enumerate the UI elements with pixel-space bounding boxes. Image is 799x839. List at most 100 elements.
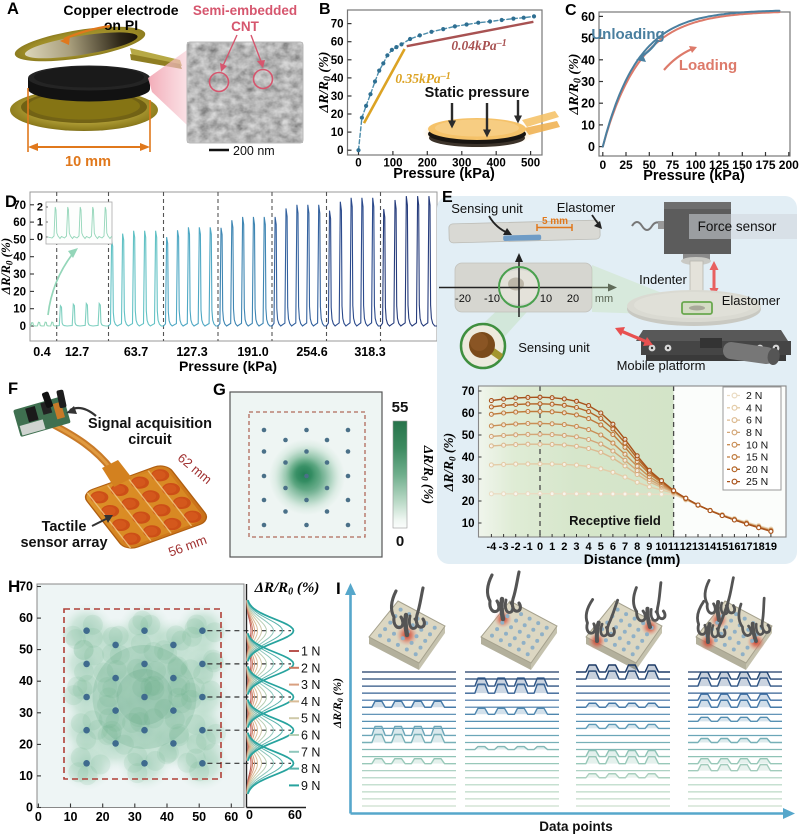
svg-text:-4: -4	[487, 541, 498, 553]
svg-text:16: 16	[728, 541, 740, 553]
svg-text:0: 0	[20, 321, 26, 333]
svg-text:8 N: 8 N	[301, 762, 320, 776]
svg-text:Loading: Loading	[679, 57, 737, 74]
svg-text:Elastomer: Elastomer	[557, 200, 616, 215]
svg-text:10 N: 10 N	[746, 439, 768, 451]
svg-text:ΔR/R0 (%): ΔR/R0 (%)	[420, 445, 436, 504]
svg-text:40: 40	[160, 810, 174, 824]
svg-text:10: 10	[13, 304, 26, 316]
svg-text:2 N: 2 N	[301, 661, 320, 675]
svg-text:50: 50	[19, 643, 33, 657]
svg-text:0: 0	[35, 810, 42, 824]
svg-text:Tactile: Tactile	[42, 519, 87, 535]
svg-text:0: 0	[37, 232, 43, 244]
svg-text:0: 0	[396, 533, 404, 550]
svg-text:Force sensor: Force sensor	[698, 219, 777, 234]
svg-text:0: 0	[246, 808, 253, 822]
svg-text:2 N: 2 N	[746, 390, 762, 402]
svg-text:on PI: on PI	[104, 17, 138, 33]
svg-text:sensor array: sensor array	[20, 535, 107, 551]
svg-text:40: 40	[13, 252, 26, 264]
svg-text:30: 30	[13, 269, 26, 281]
svg-text:A: A	[7, 0, 19, 18]
svg-text:70: 70	[13, 200, 26, 212]
svg-text:60: 60	[19, 611, 33, 625]
svg-text:Receptive field: Receptive field	[569, 513, 661, 528]
svg-text:20: 20	[19, 737, 33, 751]
svg-text:40: 40	[331, 73, 344, 85]
svg-text:Sensing unit: Sensing unit	[518, 340, 590, 355]
svg-text:10: 10	[64, 810, 78, 824]
svg-text:Static pressure: Static pressure	[425, 85, 530, 101]
svg-text:mm: mm	[595, 293, 613, 305]
svg-text:100: 100	[686, 158, 706, 172]
svg-text:3 N: 3 N	[301, 678, 320, 692]
svg-text:1 N: 1 N	[301, 645, 320, 659]
svg-text:30: 30	[19, 706, 33, 720]
svg-text:200 nm: 200 nm	[233, 144, 275, 158]
svg-text:30: 30	[581, 75, 595, 89]
svg-text:40: 40	[581, 53, 595, 67]
svg-text:15 N: 15 N	[746, 452, 768, 464]
svg-text:12.7: 12.7	[65, 345, 89, 359]
svg-text:2: 2	[37, 202, 43, 214]
svg-text:ΔR/R0 (%): ΔR/R0 (%)	[441, 433, 457, 492]
svg-text:-3: -3	[499, 541, 509, 553]
svg-text:0: 0	[588, 140, 595, 154]
svg-text:5: 5	[598, 541, 604, 553]
svg-text:10: 10	[581, 118, 595, 132]
svg-text:20: 20	[462, 496, 475, 508]
svg-text:2: 2	[561, 541, 567, 553]
svg-text:4 N: 4 N	[301, 695, 320, 709]
svg-text:75: 75	[666, 158, 680, 172]
svg-text:0.35kPa–1: 0.35kPa–1	[395, 71, 450, 86]
svg-text:Indenter: Indenter	[639, 272, 687, 287]
svg-text:60: 60	[331, 37, 344, 49]
svg-text:0: 0	[355, 158, 361, 170]
svg-text:ΔR/R0 (%): ΔR/R0 (%)	[332, 678, 345, 729]
svg-text:60: 60	[288, 808, 302, 822]
svg-text:25: 25	[619, 158, 633, 172]
svg-text:20: 20	[567, 293, 579, 305]
svg-text:6 N: 6 N	[746, 415, 762, 427]
svg-text:0.04kPa–1: 0.04kPa–1	[451, 38, 506, 53]
svg-text:60: 60	[462, 408, 475, 420]
svg-text:200: 200	[418, 158, 437, 170]
svg-text:1: 1	[37, 217, 43, 229]
svg-text:E: E	[442, 189, 453, 206]
svg-text:Pressure (kPa): Pressure (kPa)	[643, 168, 745, 184]
svg-text:100: 100	[383, 158, 402, 170]
svg-text:I: I	[336, 579, 341, 598]
svg-text:30: 30	[331, 91, 344, 103]
svg-text:ΔR/R0 (%): ΔR/R0 (%)	[254, 580, 320, 598]
svg-text:70: 70	[331, 19, 344, 31]
svg-text:Signal acquisition: Signal acquisition	[88, 416, 212, 432]
svg-text:300: 300	[452, 158, 471, 170]
svg-text:H: H	[8, 577, 20, 596]
svg-text:5 mm: 5 mm	[542, 216, 568, 227]
svg-text:125: 125	[709, 158, 729, 172]
svg-text:60: 60	[581, 10, 595, 24]
svg-text:-10: -10	[484, 293, 500, 305]
svg-text:9 N: 9 N	[301, 779, 320, 793]
svg-text:4: 4	[586, 541, 593, 553]
svg-text:30: 30	[128, 810, 142, 824]
svg-text:20: 20	[581, 97, 595, 111]
svg-text:19: 19	[765, 541, 777, 553]
svg-text:8 N: 8 N	[746, 427, 762, 439]
svg-text:14: 14	[704, 541, 717, 553]
svg-text:15: 15	[716, 541, 728, 553]
svg-text:50: 50	[462, 430, 475, 442]
svg-text:CNT: CNT	[231, 19, 259, 34]
svg-text:Data points: Data points	[539, 819, 613, 834]
svg-text:318.3: 318.3	[354, 345, 385, 359]
svg-text:8: 8	[634, 541, 640, 553]
svg-text:D: D	[5, 193, 17, 211]
svg-text:254.6: 254.6	[296, 345, 327, 359]
svg-text:500: 500	[521, 158, 540, 170]
svg-text:6: 6	[610, 541, 616, 553]
svg-text:Pressure (kPa): Pressure (kPa)	[393, 166, 495, 182]
svg-text:60: 60	[224, 810, 238, 824]
svg-text:Sensing unit: Sensing unit	[451, 201, 523, 216]
svg-text:20 N: 20 N	[746, 464, 768, 476]
